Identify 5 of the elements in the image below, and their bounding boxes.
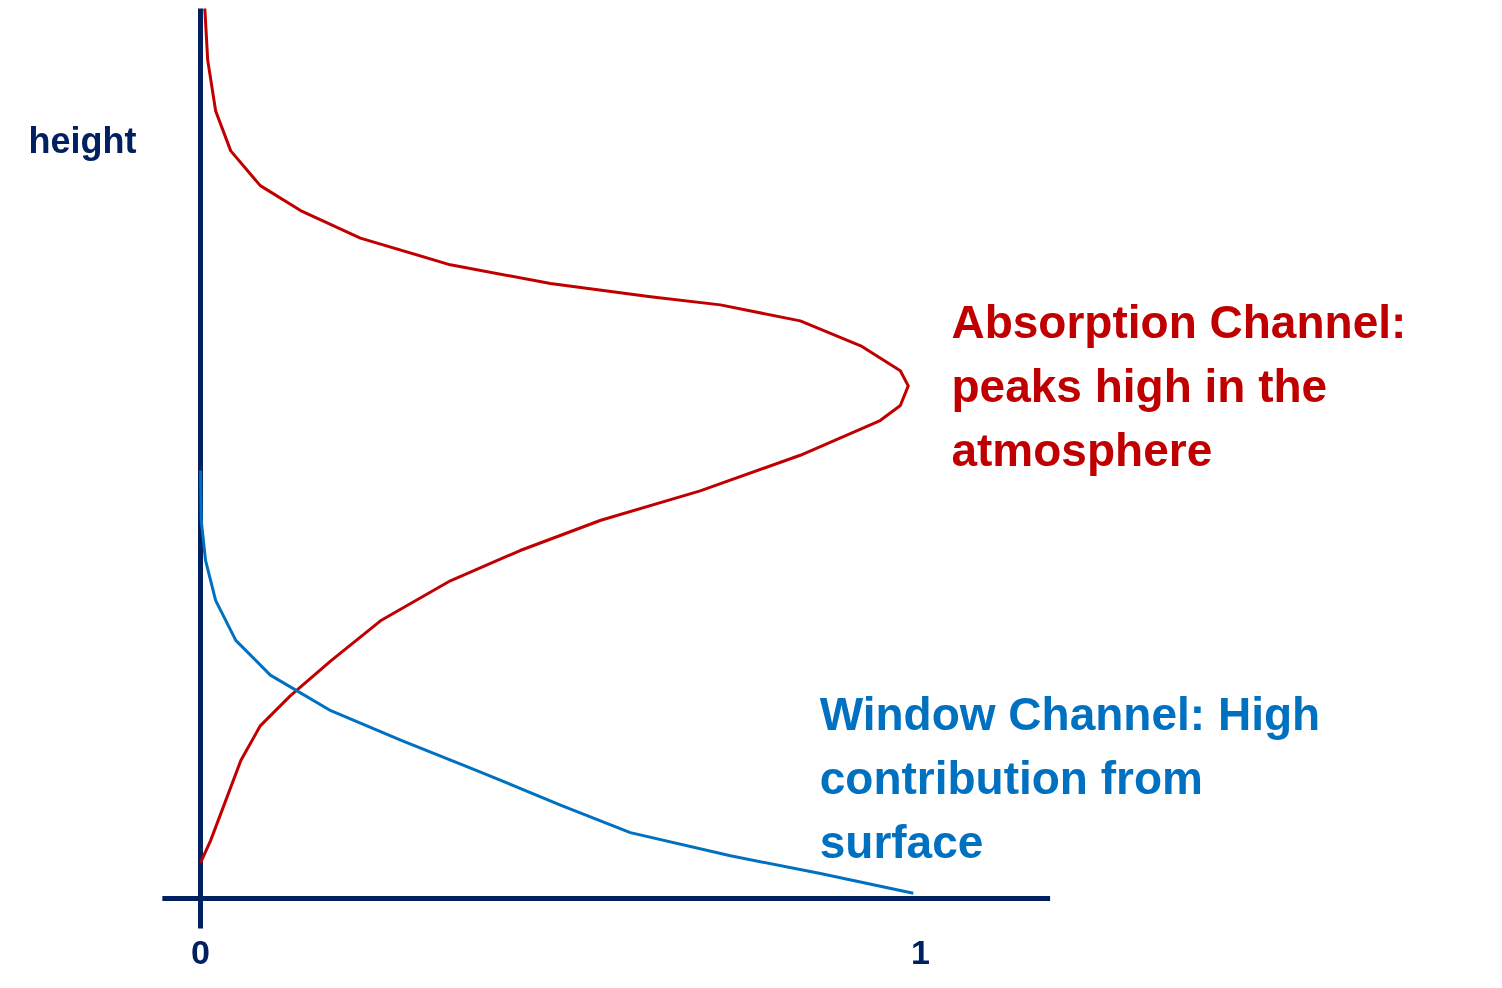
series-label: Absorption Channel: peaks high in the atmosphere [951, 295, 1407, 476]
y-axis-title: height [28, 120, 137, 161]
x-tick-label: 0 [191, 932, 210, 971]
x-tick-label: 1 [911, 932, 930, 971]
series-label: Window Channel: High contribution from surface [819, 688, 1321, 869]
